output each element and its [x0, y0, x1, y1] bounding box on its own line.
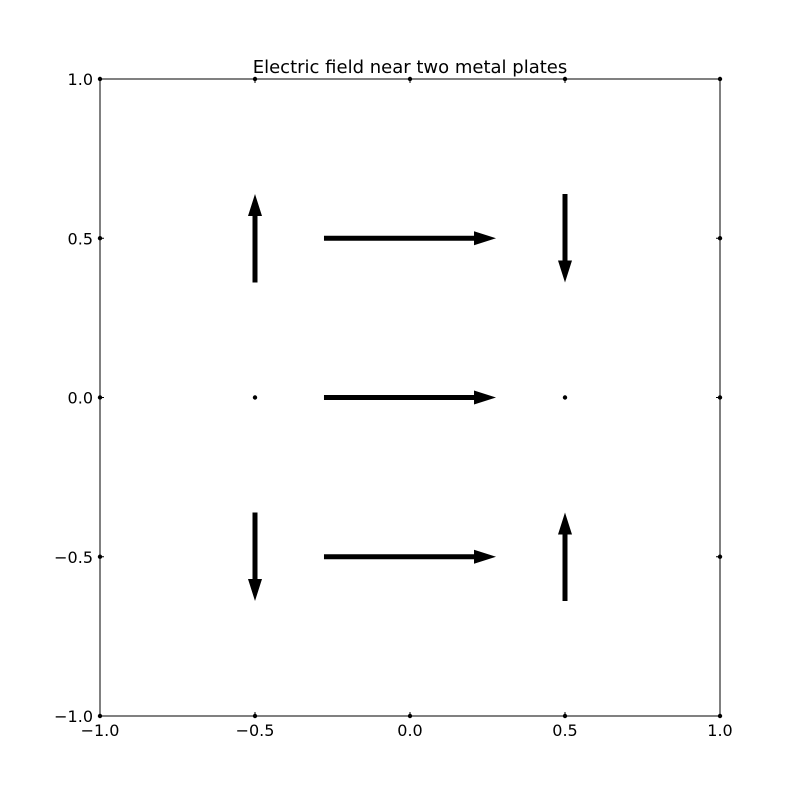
y-tick-label: 1.0 — [68, 70, 93, 89]
vector-17 — [323, 231, 497, 246]
x-tick-label: −1.0 — [81, 721, 120, 740]
x-tick-label: −0.5 — [236, 721, 275, 740]
x-tick-label: 0.0 — [397, 721, 422, 740]
y-axis: −1.0 −0.5 0.0 0.5 1.0 — [54, 70, 720, 726]
y-tick-label: 0.5 — [68, 229, 93, 248]
vector-12 — [323, 390, 497, 405]
vector-18 — [558, 194, 572, 283]
x-tick-label: 0.5 — [552, 721, 577, 740]
x-axis: −1.0 −0.5 0.0 0.5 1.0 — [81, 79, 733, 740]
vector-16 — [248, 194, 262, 283]
y-tick-label: −1.0 — [54, 707, 93, 726]
vector-6 — [248, 512, 262, 601]
vector-13 — [562, 395, 568, 400]
x-tick-label: 1.0 — [707, 721, 732, 740]
chart-title: Electric field near two metal plates — [253, 57, 568, 78]
y-tick-label: −0.5 — [54, 548, 93, 567]
y-tick-label: 0.0 — [68, 389, 93, 408]
vector-11 — [252, 395, 258, 400]
vector-8 — [558, 512, 572, 601]
vector-7 — [323, 549, 497, 564]
